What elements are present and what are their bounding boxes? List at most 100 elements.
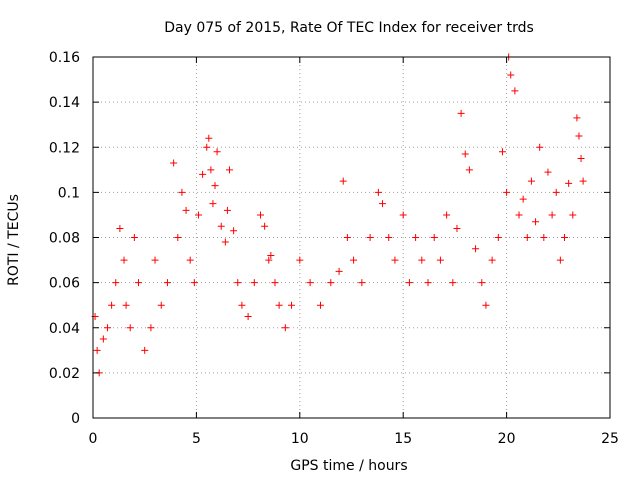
data-point [561, 234, 569, 241]
data-point [134, 279, 142, 287]
data-point [116, 224, 124, 232]
data-point [108, 301, 116, 309]
data-point [190, 279, 198, 287]
data-point [424, 279, 432, 287]
x-tick-label: 5 [192, 431, 201, 447]
data-point [288, 301, 296, 309]
data-point [178, 188, 186, 196]
y-tick-label: 0 [71, 411, 80, 427]
grid-lines [93, 57, 610, 418]
data-point [250, 279, 258, 287]
data-point [366, 234, 374, 241]
data-point [358, 279, 366, 287]
y-tick-label: 0.04 [49, 321, 80, 337]
data-point [457, 109, 465, 117]
data-point [211, 182, 219, 190]
y-tick-label: 0.16 [49, 50, 80, 66]
data-point [443, 211, 451, 219]
data-point [519, 195, 527, 203]
data-point [120, 256, 128, 264]
data-point [569, 211, 577, 219]
data-point [511, 87, 519, 95]
data-point [225, 166, 233, 174]
y-axis-label: ROTI / TECUs [6, 194, 22, 286]
data-point [577, 155, 585, 163]
data-point [343, 234, 351, 241]
data-point [157, 301, 165, 309]
data-point [472, 245, 480, 253]
data-point [230, 227, 238, 235]
data-point [203, 143, 211, 151]
data-point [174, 234, 182, 241]
data-point [339, 177, 347, 185]
data-point [488, 256, 496, 264]
x-tick-label: 0 [89, 431, 98, 447]
data-point [205, 134, 213, 142]
data-point [556, 256, 564, 264]
data-point [399, 211, 407, 219]
data-point [482, 301, 490, 309]
y-tick-label: 0.06 [49, 276, 80, 292]
data-point [122, 301, 130, 309]
chart-title: Day 075 of 2015, Rate Of TEC Index for r… [164, 20, 534, 36]
data-point [194, 211, 202, 219]
x-tick-labels: 0 5 10 15 20 25 [89, 431, 619, 447]
data-point [536, 143, 544, 151]
data-point [316, 301, 324, 309]
data-point [573, 114, 581, 122]
axis-ticks [92, 56, 611, 419]
plot-frame [92, 56, 611, 419]
data-point [540, 234, 548, 241]
data-point [412, 234, 420, 241]
data-point [186, 256, 194, 264]
data-point [151, 256, 159, 264]
data-point [430, 234, 438, 241]
data-point [182, 206, 190, 214]
data-point [265, 256, 273, 264]
data-points [91, 53, 587, 377]
data-point [436, 256, 444, 264]
data-point [217, 222, 225, 230]
data-point [267, 252, 275, 260]
x-tick-label: 25 [601, 431, 619, 447]
data-point [306, 279, 314, 287]
data-point [130, 234, 138, 241]
data-point [234, 279, 242, 287]
data-point [199, 170, 207, 178]
data-point [350, 256, 358, 264]
data-point [103, 324, 111, 332]
data-point [507, 71, 515, 79]
data-point [498, 148, 506, 156]
data-point [213, 148, 221, 156]
y-tick-label: 0.1 [58, 185, 80, 201]
data-point [478, 279, 486, 287]
data-point [221, 238, 229, 246]
y-tick-label: 0.02 [49, 366, 80, 382]
data-point [418, 256, 426, 264]
data-point [275, 301, 283, 309]
data-point [374, 188, 382, 196]
data-point [494, 234, 502, 241]
data-point [147, 324, 155, 332]
y-tick-label: 0.12 [49, 140, 80, 156]
data-point [515, 211, 523, 219]
data-point [575, 132, 583, 140]
x-tick-label: 10 [291, 431, 309, 447]
data-point [532, 218, 540, 226]
data-point [548, 211, 556, 219]
data-point [391, 256, 399, 264]
data-point [281, 324, 289, 332]
data-point [327, 279, 335, 287]
data-point [527, 177, 535, 185]
data-point [261, 222, 269, 230]
data-point [552, 188, 560, 196]
data-point [209, 200, 217, 208]
data-point [223, 206, 231, 214]
data-point [523, 234, 531, 241]
data-point [207, 166, 215, 174]
data-point [385, 234, 393, 241]
data-point [163, 279, 171, 287]
data-point [244, 312, 252, 320]
data-point [170, 159, 178, 167]
y-tick-label: 0.08 [49, 231, 80, 247]
